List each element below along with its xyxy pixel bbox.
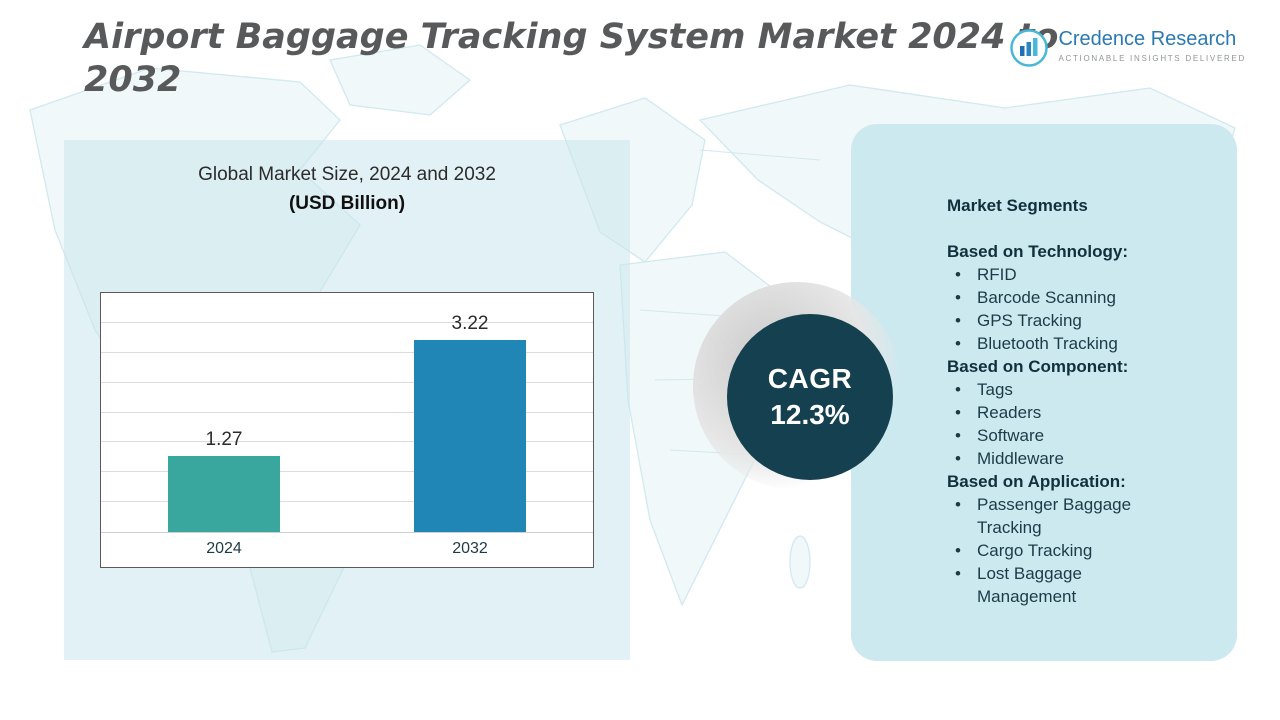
brand-name: Credence Research <box>1058 28 1237 50</box>
bar-column: 1.27 <box>101 293 347 532</box>
grid-line <box>101 321 593 323</box>
brand-logo: Credence Research Actionable Insights De… <box>1009 28 1246 73</box>
chart-title: Global Market Size, 2024 and 2032 (USD B… <box>64 164 630 215</box>
segment-list: Passenger Baggage TrackingCargo Tracking… <box>947 493 1171 608</box>
segment-item: RFID <box>947 263 1171 286</box>
segment-item: Cargo Tracking <box>947 539 1171 562</box>
segment-item: Passenger Baggage Tracking <box>947 493 1171 539</box>
chart-subtitle: (USD Billion) <box>288 193 406 214</box>
bar-value-label: 1.27 <box>205 429 243 451</box>
segments-heading: Market Segments <box>947 196 1088 215</box>
cagr-label: CAGR <box>767 363 853 394</box>
grid-line <box>101 441 593 443</box>
grid-line <box>101 351 593 353</box>
page-title: Airport Baggage Tracking System Market 2… <box>84 17 1059 100</box>
segment-group-label: Based on Application: <box>947 472 1126 491</box>
segment-item: Tags <box>947 378 1171 401</box>
segment-item: Barcode Scanning <box>947 286 1171 309</box>
segment-list: TagsReadersSoftwareMiddleware <box>947 378 1171 470</box>
x-axis: 2024 2032 <box>101 532 593 567</box>
bar-value-label: 3.22 <box>451 312 489 334</box>
cagr-circle: CAGR 12.3% <box>727 314 893 480</box>
market-segments-panel: Market Segments Based on Technology: RFID… <box>851 124 1237 661</box>
segment-list: RFIDBarcode ScanningGPS TrackingBluetoot… <box>947 263 1171 355</box>
segment-group-label: Based on Technology: <box>947 242 1129 261</box>
cagr-value: 12.3% <box>770 399 850 430</box>
cagr-badge: CAGR 12.3% <box>693 282 901 490</box>
segment-item: Lost Baggage Management <box>947 562 1171 608</box>
segment-item: GPS Tracking <box>947 309 1171 332</box>
bar-2024 <box>168 456 280 532</box>
bar-2032 <box>414 339 526 532</box>
segment-item: Software <box>947 424 1171 447</box>
x-tick-label: 2024 <box>206 540 242 557</box>
segment-item: Bluetooth Tracking <box>947 332 1171 355</box>
chart-title-line: Global Market Size, 2024 and 2032 <box>198 164 496 185</box>
grid-line <box>101 501 593 503</box>
segment-groups: Based on Technology: RFIDBarcode Scanning… <box>947 240 1171 608</box>
segment-group-label: Based on Component: <box>947 357 1129 376</box>
bar-column: 3.22 <box>347 293 593 532</box>
grid-line <box>101 471 593 473</box>
plot-area: 1.27 3.22 <box>101 293 593 532</box>
brand-tagline: Actionable Insights Delivered <box>1058 54 1246 63</box>
grid-line <box>101 411 593 413</box>
segment-item: Middleware <box>947 447 1171 470</box>
bar-chart: 1.27 3.22 2024 2032 <box>100 292 594 568</box>
bar-chart-logo-icon <box>1009 28 1049 73</box>
x-tick-label: 2032 <box>452 540 488 557</box>
segment-item: Readers <box>947 401 1171 424</box>
grid-line <box>101 381 593 383</box>
